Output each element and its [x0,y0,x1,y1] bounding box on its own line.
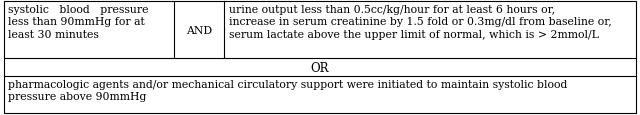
Text: OR: OR [311,61,329,74]
Text: urine output less than 0.5cc/kg/hour for at least 6 hours or,
increase in serum : urine output less than 0.5cc/kg/hour for… [229,5,612,39]
Text: systolic   blood   pressure
less than 90mmHg for at
least 30 minutes: systolic blood pressure less than 90mmHg… [8,5,148,39]
Text: pharmacologic agents and/or mechanical circulatory support were initiated to mai: pharmacologic agents and/or mechanical c… [8,79,568,102]
Text: AND: AND [186,25,212,35]
